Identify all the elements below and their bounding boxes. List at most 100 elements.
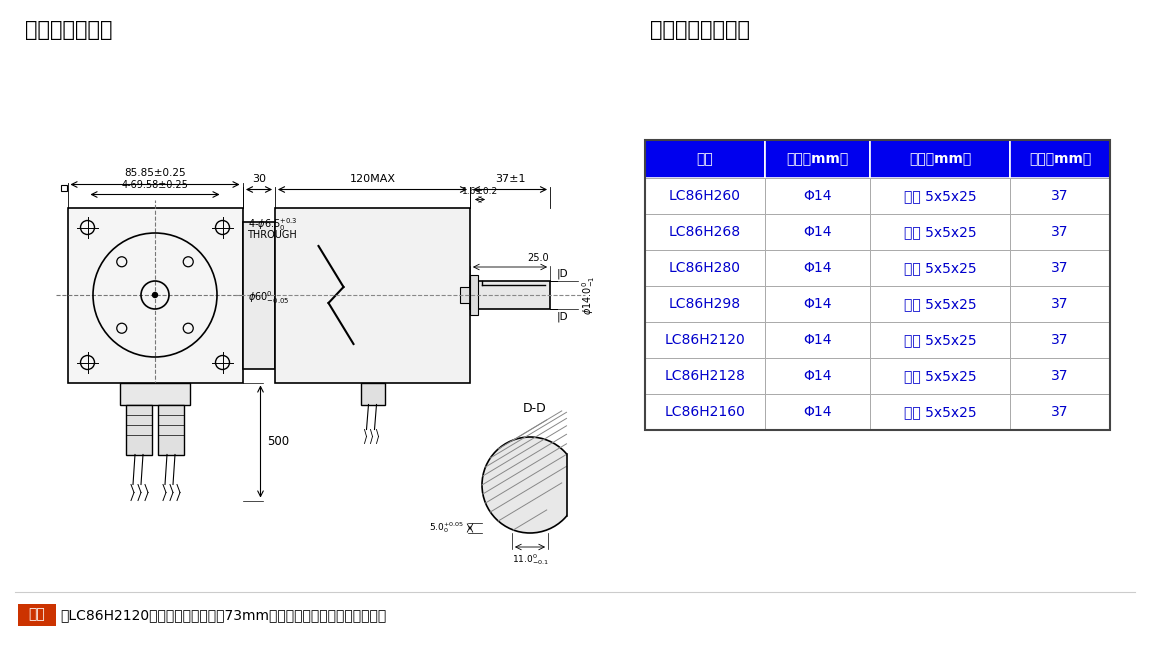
Bar: [645, 286, 765, 322]
Bar: [567, 454, 620, 517]
Bar: [645, 140, 1110, 430]
Bar: [765, 214, 871, 250]
Bar: [120, 382, 190, 404]
Text: 4-$\phi$6.5$^{+0.3}_{0}$: 4-$\phi$6.5$^{+0.3}_{0}$: [247, 216, 297, 233]
Bar: [1010, 322, 1110, 358]
Bar: [871, 358, 1010, 394]
Text: 37: 37: [1051, 369, 1068, 383]
Bar: [645, 394, 765, 430]
Text: 轴伸（mm）: 轴伸（mm）: [908, 152, 971, 166]
Text: THROUGH: THROUGH: [247, 229, 297, 239]
Text: LC86H2120: LC86H2120: [665, 333, 745, 347]
Text: 平键 5x5x25: 平键 5x5x25: [904, 261, 976, 275]
Text: LC86H298: LC86H298: [669, 297, 741, 311]
Bar: [68, 207, 243, 382]
Bar: [645, 250, 765, 286]
Text: Φ14: Φ14: [803, 189, 831, 203]
Text: 5.0$^{+0.05}_{0}$: 5.0$^{+0.05}_{0}$: [429, 521, 463, 536]
Text: 37±1: 37±1: [494, 174, 526, 185]
Text: $\phi$60$^{0}_{-0.05}$: $\phi$60$^{0}_{-0.05}$: [247, 290, 289, 306]
Text: Φ14: Φ14: [803, 333, 831, 347]
Bar: [871, 214, 1010, 250]
Bar: [645, 322, 765, 358]
Bar: [126, 404, 152, 454]
Text: 型号: 型号: [697, 152, 713, 166]
Bar: [460, 287, 470, 303]
Text: Φ14: Φ14: [803, 297, 831, 311]
Bar: [871, 322, 1010, 358]
Bar: [1010, 140, 1110, 178]
Text: $\phi$14.0$^{0}_{-1}$: $\phi$14.0$^{0}_{-1}$: [580, 275, 597, 315]
Circle shape: [482, 437, 578, 533]
Text: 85.85±0.25: 85.85±0.25: [124, 168, 186, 177]
Text: Φ14: Φ14: [803, 405, 831, 419]
Text: Φ14: Φ14: [803, 225, 831, 239]
Text: 37: 37: [1051, 297, 1068, 311]
Text: ：LC86H2120型号的电机，止口有73mm规格的，选型请与业务员确认！: ：LC86H2120型号的电机，止口有73mm规格的，选型请与业务员确认！: [60, 608, 386, 622]
Text: 平键 5x5x25: 平键 5x5x25: [904, 225, 976, 239]
Text: |D: |D: [557, 311, 568, 322]
Bar: [765, 358, 871, 394]
Text: 37: 37: [1051, 333, 1068, 347]
Text: 1.6±0.2: 1.6±0.2: [462, 187, 498, 196]
Bar: [470, 275, 478, 315]
Bar: [645, 214, 765, 250]
Text: 120MAX: 120MAX: [350, 174, 396, 185]
Bar: [243, 222, 275, 369]
Text: 25.0: 25.0: [527, 253, 549, 263]
Bar: [765, 250, 871, 286]
Bar: [275, 207, 470, 382]
Text: LC86H280: LC86H280: [669, 261, 741, 275]
Text: 37: 37: [1051, 189, 1068, 203]
Bar: [1010, 358, 1110, 394]
Text: 平键 5x5x25: 平键 5x5x25: [904, 405, 976, 419]
Text: 37: 37: [1051, 225, 1068, 239]
Text: 平键 5x5x25: 平键 5x5x25: [904, 189, 976, 203]
Bar: [645, 358, 765, 394]
Bar: [871, 140, 1010, 178]
Bar: [1010, 178, 1110, 214]
Bar: [1010, 394, 1110, 430]
Text: LC86H2160: LC86H2160: [665, 405, 745, 419]
Text: 37: 37: [1051, 261, 1068, 275]
Bar: [765, 322, 871, 358]
Text: D-D: D-D: [523, 402, 547, 415]
Circle shape: [153, 292, 158, 298]
Text: 30: 30: [252, 174, 266, 185]
Bar: [18, 604, 56, 626]
Bar: [765, 178, 871, 214]
Bar: [470, 281, 550, 309]
Bar: [645, 140, 765, 178]
Bar: [871, 178, 1010, 214]
Bar: [1010, 250, 1110, 286]
Text: Φ14: Φ14: [803, 369, 831, 383]
Bar: [1010, 286, 1110, 322]
Bar: [158, 404, 184, 454]
Bar: [871, 394, 1010, 430]
Bar: [871, 286, 1010, 322]
Text: 平键 5x5x25: 平键 5x5x25: [904, 333, 976, 347]
Bar: [360, 382, 384, 404]
Text: 平键 5x5x25: 平键 5x5x25: [904, 369, 976, 383]
Bar: [765, 140, 871, 178]
Text: 轴径（mm）: 轴径（mm）: [787, 152, 849, 166]
Bar: [765, 394, 871, 430]
Text: Φ14: Φ14: [803, 261, 831, 275]
Text: 电机出轴方式说明: 电机出轴方式说明: [650, 20, 750, 40]
Text: |D: |D: [557, 268, 568, 279]
Bar: [61, 185, 67, 190]
Text: 轴长（mm）: 轴长（mm）: [1029, 152, 1091, 166]
Bar: [645, 178, 765, 214]
Text: LC86H2128: LC86H2128: [665, 369, 745, 383]
Text: 4-69.58±0.25: 4-69.58±0.25: [122, 181, 189, 190]
Text: 11.0$^{0}_{-0.1}$: 11.0$^{0}_{-0.1}$: [512, 552, 549, 567]
Text: 500: 500: [268, 435, 290, 448]
Bar: [1010, 214, 1110, 250]
Text: LC86H268: LC86H268: [669, 225, 741, 239]
Text: 备注: 备注: [29, 608, 45, 621]
Text: 平键 5x5x25: 平键 5x5x25: [904, 297, 976, 311]
Text: 37: 37: [1051, 405, 1068, 419]
Text: 外形和安装尺寸: 外形和安装尺寸: [25, 20, 113, 40]
Text: LC86H260: LC86H260: [669, 189, 741, 203]
Bar: [765, 286, 871, 322]
